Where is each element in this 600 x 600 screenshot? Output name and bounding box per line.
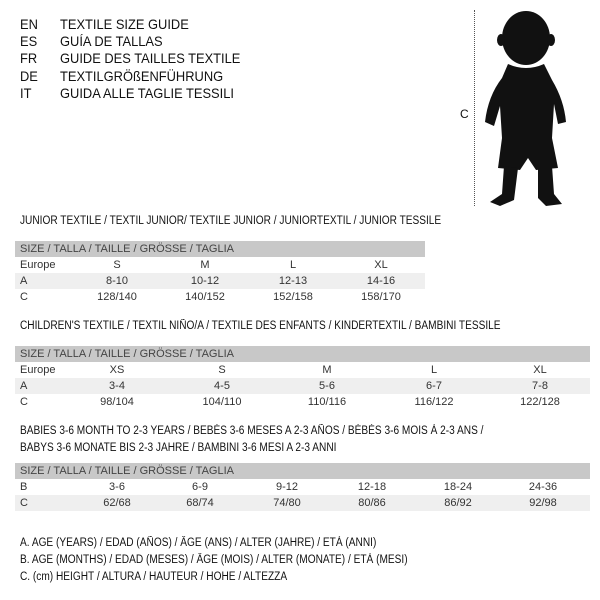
table-row: A 8-10 10-12 12-13 14-16 bbox=[15, 273, 425, 289]
table-cell: 140/152 bbox=[185, 291, 225, 303]
table-cell: 24-36 bbox=[528, 481, 558, 493]
guide-title: TEXTILE SIZE GUIDE bbox=[60, 16, 189, 32]
table-cell: 7-8 bbox=[532, 380, 548, 392]
size-table: SIZE / TALLA / TAILLE / GRÖSSE / TAGLIA E… bbox=[15, 346, 590, 410]
table-cell: 4-5 bbox=[214, 380, 230, 392]
table-cell: M bbox=[322, 364, 332, 376]
table-cell: 80/86 bbox=[358, 497, 386, 509]
row-label: Europe bbox=[20, 364, 56, 376]
row-label: A bbox=[20, 275, 28, 287]
row-label: Europe bbox=[20, 259, 56, 271]
height-label: C bbox=[460, 107, 469, 121]
legend-item: B. AGE (MONTHS) / EDAD (MESES) / ÂGE (MO… bbox=[20, 554, 408, 566]
table-row: B 3-6 6-9 9-12 12-18 18-24 24-36 bbox=[15, 479, 590, 495]
table-cell: 116/122 bbox=[414, 396, 454, 408]
table-row: Europe XS S M L XL bbox=[15, 362, 590, 378]
language-code: EN bbox=[20, 16, 38, 32]
table-cell: 68/74 bbox=[186, 497, 214, 509]
table-cell: 6-9 bbox=[192, 481, 208, 493]
table-cell: 104/110 bbox=[202, 396, 242, 408]
table-cell: 110/116 bbox=[307, 396, 347, 408]
table-row: C 128/140 140/152 152/158 158/170 bbox=[15, 289, 425, 305]
table-cell: XL bbox=[533, 364, 547, 376]
table-cell: L bbox=[289, 259, 297, 271]
table-cell: 12-18 bbox=[357, 481, 387, 493]
table-cell: 14-16 bbox=[366, 275, 396, 287]
table-cell: S bbox=[113, 259, 121, 271]
size-table-header: SIZE / TALLA / TAILLE / GRÖSSE / TAGLIA bbox=[15, 463, 590, 479]
table-row: Europe S M L XL bbox=[15, 257, 425, 273]
table-cell: 128/140 bbox=[97, 291, 137, 303]
table-cell: 18-24 bbox=[443, 481, 473, 493]
table-cell: 152/158 bbox=[273, 291, 313, 303]
language-code: DE bbox=[20, 67, 38, 84]
size-table-header: SIZE / TALLA / TAILLE / GRÖSSE / TAGLIA bbox=[15, 241, 425, 257]
row-label: C bbox=[20, 396, 28, 408]
size-table: SIZE / TALLA / TAILLE / GRÖSSE / TAGLIA E… bbox=[15, 241, 425, 305]
table-row: A 3-4 4-5 5-6 6-7 7-8 bbox=[15, 378, 590, 394]
table-row: C 62/68 68/74 74/80 80/86 86/92 92/98 bbox=[15, 495, 590, 511]
table-cell: 158/170 bbox=[361, 291, 401, 303]
table-cell: 5-6 bbox=[319, 380, 335, 392]
section-heading: CHILDREN'S TEXTILE / TEXTIL NIÑO/A / TEX… bbox=[20, 320, 501, 332]
row-label: B bbox=[20, 481, 28, 493]
table-cell: 62/68 bbox=[103, 497, 131, 509]
table-row: C 98/104 104/110 110/116 116/122 122/128 bbox=[15, 394, 590, 410]
section-heading: JUNIOR TEXTILE / TEXTIL JUNIOR/ TEXTILE … bbox=[20, 215, 442, 227]
row-label: C bbox=[20, 291, 28, 303]
size-table: SIZE / TALLA / TAILLE / GRÖSSE / TAGLIA B… bbox=[15, 463, 590, 511]
size-table-header: SIZE / TALLA / TAILLE / GRÖSSE / TAGLIA bbox=[15, 346, 590, 362]
table-cell: 9-12 bbox=[275, 481, 299, 493]
language-code: ES bbox=[20, 33, 38, 50]
table-cell: 8-10 bbox=[105, 275, 129, 287]
table-cell: 10-12 bbox=[190, 275, 220, 287]
table-cell: 86/92 bbox=[444, 497, 472, 509]
table-cell: S bbox=[218, 364, 226, 376]
table-cell: 98/104 bbox=[100, 396, 134, 408]
table-cell: 74/80 bbox=[273, 497, 301, 509]
guide-title: TEXTILGRÖßENFÜHRUNG bbox=[60, 67, 224, 84]
language-code: FR bbox=[20, 50, 38, 67]
table-cell: 3-6 bbox=[109, 481, 125, 493]
baby-silhouette-icon bbox=[485, 11, 566, 206]
language-code: IT bbox=[20, 84, 32, 101]
height-measure-line bbox=[474, 10, 475, 206]
section-heading: BABIES 3-6 MONTH TO 2-3 YEARS / BEBÉS 3-… bbox=[20, 425, 484, 437]
table-cell: 3-4 bbox=[109, 380, 125, 392]
guide-title: GUIDE DES TAILLES TEXTILE bbox=[60, 50, 241, 67]
table-cell: M bbox=[200, 259, 210, 271]
table-cell: XS bbox=[109, 364, 125, 376]
legend-item: C. (cm) HEIGHT / ALTURA / HAUTEUR / HÖHE… bbox=[20, 571, 288, 583]
guide-title: GUÍA DE TALLAS bbox=[60, 33, 163, 50]
row-label: A bbox=[20, 380, 28, 392]
table-cell: 12-13 bbox=[278, 275, 308, 287]
row-label: C bbox=[20, 497, 28, 509]
legend-item: A. AGE (YEARS) / EDAD (AÑOS) / ÂGE (ANS)… bbox=[20, 537, 377, 549]
section-heading: BABYS 3-6 MONATE BIS 2-3 JAHRE / BAMBINI… bbox=[20, 442, 337, 454]
table-cell: 6-7 bbox=[426, 380, 442, 392]
table-cell: 122/128 bbox=[520, 396, 560, 408]
guide-title: GUIDA ALLE TAGLIE TESSILI bbox=[60, 84, 234, 101]
table-cell: 92/98 bbox=[529, 497, 557, 509]
table-cell: XL bbox=[374, 259, 388, 271]
table-cell: L bbox=[430, 364, 438, 376]
